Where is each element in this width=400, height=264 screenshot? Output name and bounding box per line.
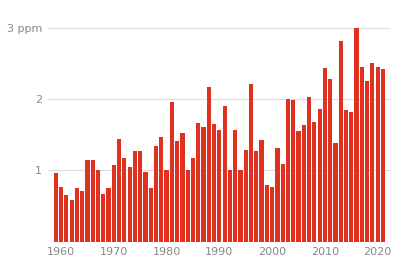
Bar	[85, 161, 90, 242]
Bar	[212, 124, 216, 242]
Bar	[186, 171, 190, 242]
Bar	[96, 171, 100, 242]
Bar	[159, 137, 164, 242]
Bar	[370, 63, 374, 242]
Bar	[117, 139, 121, 242]
Bar	[154, 145, 158, 242]
Bar	[164, 171, 169, 242]
Bar	[381, 69, 385, 242]
Bar	[222, 106, 227, 242]
Bar	[149, 188, 153, 242]
Bar	[70, 200, 74, 242]
Bar	[260, 140, 264, 242]
Bar	[101, 194, 105, 242]
Bar	[291, 100, 295, 242]
Bar	[360, 67, 364, 242]
Bar	[376, 67, 380, 242]
Bar	[312, 122, 316, 242]
Bar	[339, 41, 343, 242]
Bar	[354, 27, 359, 242]
Bar	[64, 195, 68, 242]
Bar	[249, 84, 253, 242]
Bar	[202, 127, 206, 242]
Bar	[128, 167, 132, 242]
Bar	[59, 187, 63, 242]
Bar	[191, 158, 195, 242]
Bar	[180, 133, 184, 242]
Bar	[349, 112, 353, 242]
Bar	[112, 165, 116, 242]
Bar	[133, 151, 137, 242]
Bar	[228, 171, 232, 242]
Bar	[270, 187, 274, 242]
Bar	[91, 161, 95, 242]
Bar	[106, 188, 111, 242]
Bar	[296, 131, 301, 242]
Bar	[280, 164, 285, 242]
Bar	[323, 68, 327, 242]
Bar	[265, 185, 269, 242]
Bar	[302, 125, 306, 242]
Bar	[196, 123, 200, 242]
Bar	[318, 109, 322, 242]
Bar	[75, 188, 79, 242]
Bar	[328, 79, 332, 242]
Bar	[233, 130, 237, 242]
Bar	[244, 150, 248, 242]
Bar	[80, 191, 84, 242]
Bar	[143, 172, 148, 242]
Bar	[54, 173, 58, 242]
Bar	[175, 141, 179, 242]
Bar	[254, 151, 258, 242]
Bar	[122, 158, 126, 242]
Bar	[275, 148, 280, 242]
Bar	[365, 81, 369, 242]
Bar	[286, 99, 290, 242]
Bar	[217, 130, 222, 242]
Bar	[333, 143, 338, 242]
Bar	[238, 171, 242, 242]
Bar	[307, 97, 311, 242]
Bar	[207, 87, 211, 242]
Bar	[344, 110, 348, 242]
Bar	[138, 151, 142, 242]
Bar	[170, 102, 174, 242]
